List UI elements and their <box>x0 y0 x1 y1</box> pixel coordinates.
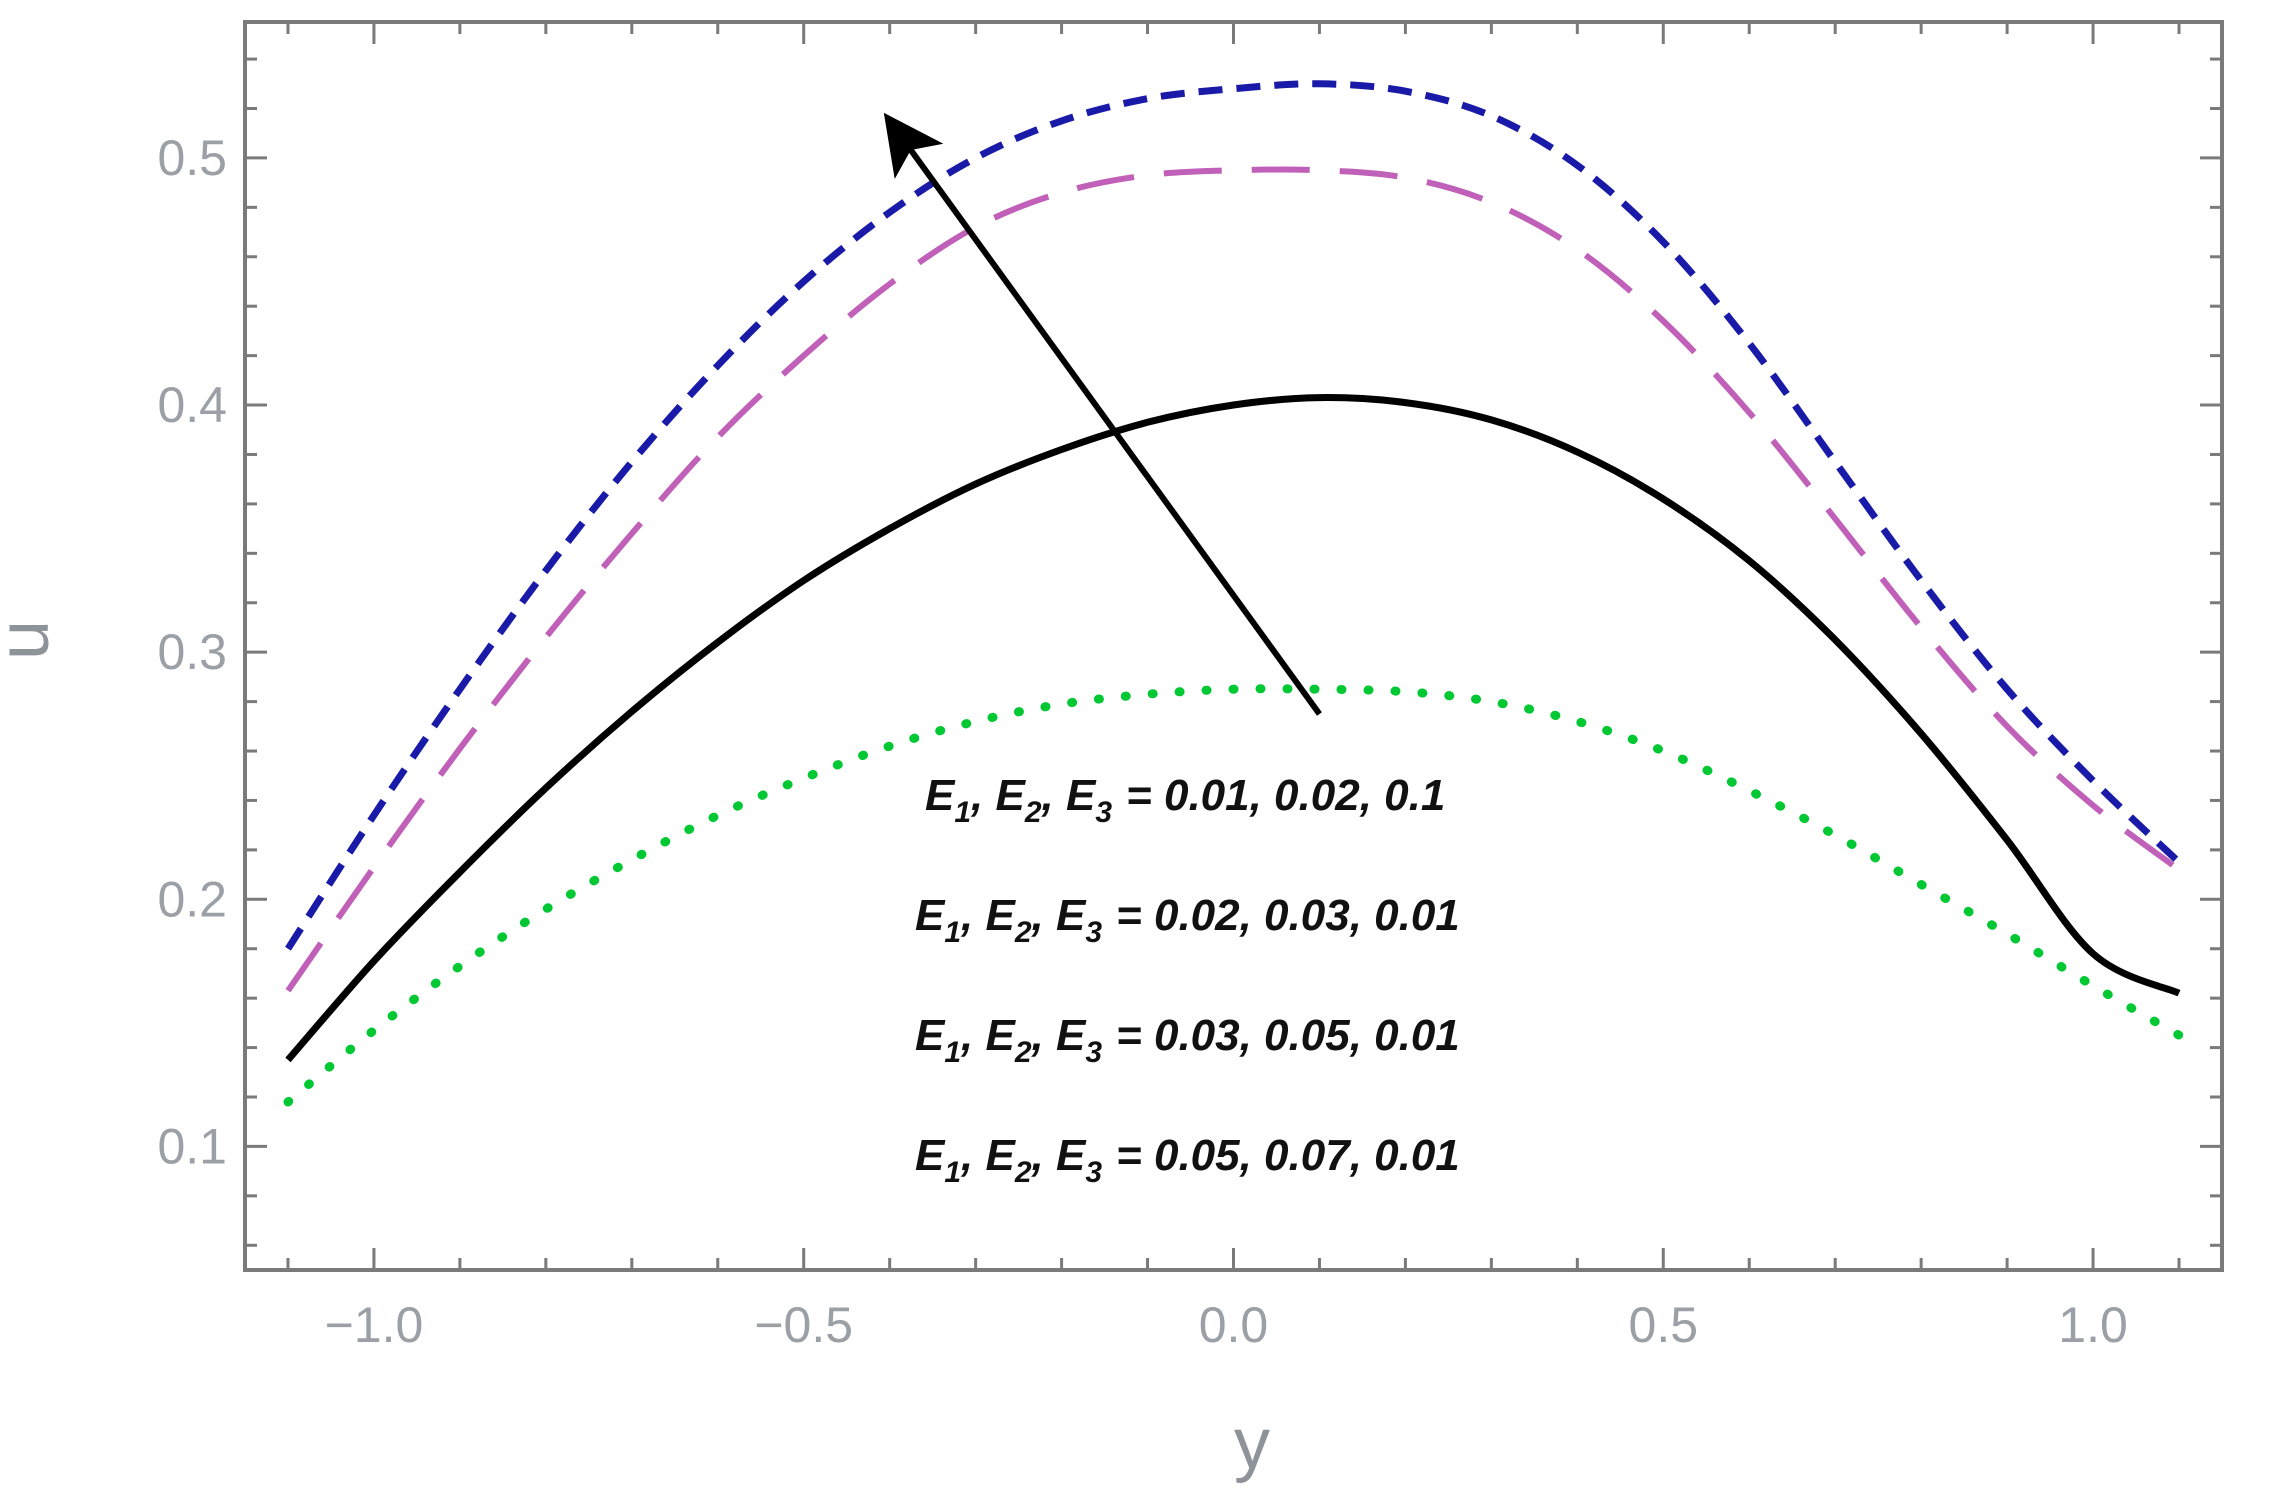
y-axis-title: u <box>0 620 64 660</box>
legend-entry-2: E1, E2, E3 = 0.02, 0.03, 0.01 <box>915 891 1460 949</box>
legend-entry-1: E1, E2, E3 = 0.01, 0.02, 0.1 <box>925 771 1445 829</box>
series-layer <box>283 80 2184 1107</box>
legend-entry-4: E1, E2, E3 = 0.05, 0.07, 0.01 <box>915 1131 1460 1189</box>
series-line-4 <box>285 80 2182 951</box>
annotation-layer <box>883 112 1322 716</box>
x-tick-label: −1.0 <box>325 1297 424 1353</box>
series-line-3 <box>285 166 2181 993</box>
y-tick-label: 0.4 <box>157 377 227 433</box>
x-axis-title: y <box>1234 1404 1270 1484</box>
x-tick-label: 0.5 <box>1629 1297 1699 1353</box>
y-tick-label: 0.2 <box>157 871 227 927</box>
x-tick-label: 1.0 <box>2058 1297 2128 1353</box>
trend-arrow <box>883 112 1322 716</box>
legend: E1, E2, E3 = 0.01, 0.02, 0.1 E1, E2, E3 = … <box>915 771 1460 1189</box>
axis-ticks: −1.0 −0.5 0.0 0.5 1.0 0.1 0.2 0.3 0.4 0.5 <box>157 22 2222 1353</box>
x-tick-label: −0.5 <box>754 1297 853 1353</box>
legend-entry-3: E1, E2, E3 = 0.03, 0.05, 0.01 <box>915 1011 1460 1069</box>
series-line-1 <box>283 684 2184 1107</box>
y-tick-label: 0.5 <box>157 130 227 186</box>
y-tick-label: 0.3 <box>157 624 227 680</box>
series-line-2 <box>285 394 2181 1063</box>
y-tick-label: 0.1 <box>157 1118 227 1174</box>
x-tick-label: 0.0 <box>1199 1297 1269 1353</box>
